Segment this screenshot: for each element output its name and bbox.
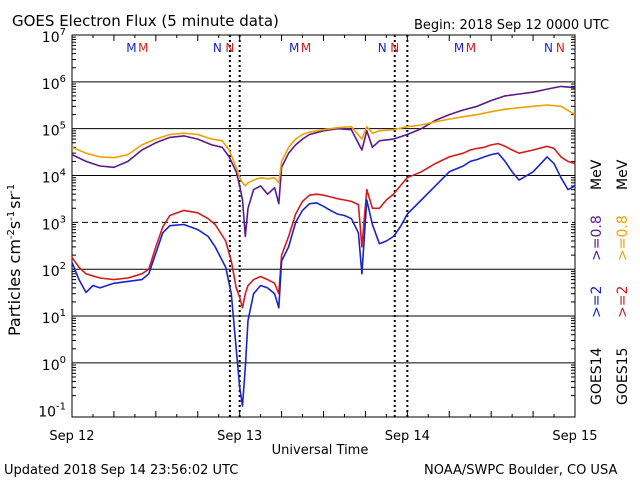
data-series <box>71 85 576 407</box>
y-tick-label: 103 <box>42 214 66 233</box>
y-tick-exponent: 1 <box>60 308 66 319</box>
y-tick-label: 104 <box>42 168 66 187</box>
credit-label: NOAA/SWPC Boulder, CO USA <box>424 463 617 478</box>
y-axis-label-exp2: -1 <box>6 211 17 221</box>
mn-marker-n: N <box>544 41 553 55</box>
legend-goes14-label: GOES14 <box>589 347 605 405</box>
chart-title: GOES Electron Flux (5 minute data) <box>12 12 279 30</box>
y-tick-label: 101 <box>42 308 66 327</box>
legend-goes15: GOES15 >=2 >=0.8 MeV <box>615 159 631 405</box>
y-tick-base: 10 <box>42 311 60 327</box>
y-tick-exponent: 2 <box>60 261 66 272</box>
goes15-2mev-line <box>71 142 576 309</box>
marker-dotted-lines <box>228 35 396 417</box>
legend-goes15-ge08: >=0.8 <box>615 215 631 261</box>
y-tick-exponent: 0 <box>60 355 66 366</box>
x-tick-label: Sep 13 <box>217 429 262 444</box>
y-tick-base: 10 <box>42 171 60 187</box>
goes15-08mev-line <box>71 104 576 187</box>
y-tick-label: 106 <box>42 74 66 93</box>
y-tick-exponent: 3 <box>60 214 66 225</box>
y-tick-exponent: 4 <box>60 168 66 179</box>
x-axis-label: Universal Time <box>272 443 369 458</box>
y-tick-exponent: 7 <box>60 27 66 38</box>
y-tick-base: 10 <box>42 264 60 280</box>
y-tick-label: 10-1 <box>38 402 66 421</box>
y-tick-base: 10 <box>38 405 56 421</box>
y-tick-base: 10 <box>42 217 60 233</box>
mn-marker-n: N <box>225 41 234 55</box>
mn-marker-m: M <box>289 41 299 55</box>
y-axis-label-exp1: -2 <box>6 229 17 239</box>
mn-marker-n: N <box>378 41 387 55</box>
y-axis-label-mid1: s <box>5 221 24 229</box>
legend-goes15-label: GOES15 <box>615 348 631 405</box>
y-tick-exponent: 5 <box>60 121 66 132</box>
begin-time-label: Begin: 2018 Sep 12 0000 UTC <box>414 18 609 33</box>
x-tick-label: Sep 14 <box>385 429 430 444</box>
y-axis-label: Particles cm-2s-1sr-1 <box>5 184 24 336</box>
goes14-2mev-line <box>71 152 576 407</box>
y-axis-label-exp3: -1 <box>6 184 17 194</box>
legend-goes14-ge2: >=2 <box>589 286 605 318</box>
grid-lines <box>72 35 575 417</box>
y-axis-label-mid2: sr <box>5 193 24 208</box>
y-tick-base: 10 <box>42 358 60 374</box>
mn-marker-n: N <box>213 41 222 55</box>
mn-marker-m: M <box>454 41 464 55</box>
mn-marker-n: N <box>556 41 565 55</box>
x-tick-labels: Sep 12 Sep 13 Sep 14 Sep 15 <box>49 429 597 444</box>
y-tick-label: 100 <box>42 355 66 374</box>
mn-marker-m: M <box>138 41 148 55</box>
y-tick-label: 105 <box>42 121 66 140</box>
legend-goes15-ge2: >=2 <box>615 286 631 318</box>
y-tick-base: 10 <box>42 124 60 140</box>
y-tick-exponent: -1 <box>56 402 66 413</box>
mn-marker-m: M <box>126 41 136 55</box>
mn-marker-n: N <box>390 41 399 55</box>
y-tick-base: 10 <box>42 30 60 46</box>
y-tick-exponent: 6 <box>60 74 66 85</box>
y-tick-label: 107 <box>42 27 66 46</box>
x-tick-label: Sep 15 <box>552 429 597 444</box>
legend-goes14: GOES14 >=2 >=0.8 MeV <box>589 159 605 405</box>
y-axis-label-main: Particles cm <box>5 239 24 336</box>
mn-marker-m: M <box>466 41 476 55</box>
legend-goes15-unit: MeV <box>615 159 631 190</box>
mn-marker-m: M <box>301 41 311 55</box>
x-tick-label: Sep 12 <box>49 429 94 444</box>
legend-goes14-ge08: >=0.8 <box>589 215 605 261</box>
y-tick-base: 10 <box>42 77 60 93</box>
updated-timestamp: Updated 2018 Sep 14 23:56:02 UTC <box>4 463 238 478</box>
legend-goes14-unit: MeV <box>589 159 605 190</box>
goes14-08mev-line <box>71 85 576 238</box>
y-tick-label: 102 <box>42 261 66 280</box>
